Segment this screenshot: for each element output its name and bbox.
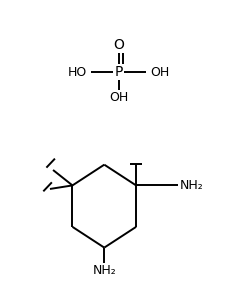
Text: O: O	[113, 38, 124, 52]
Text: HO: HO	[68, 66, 87, 79]
Text: OH: OH	[150, 66, 169, 79]
Text: OH: OH	[109, 91, 128, 103]
Text: NH₂: NH₂	[179, 179, 203, 192]
Text: P: P	[114, 65, 123, 79]
Text: NH₂: NH₂	[92, 264, 116, 277]
